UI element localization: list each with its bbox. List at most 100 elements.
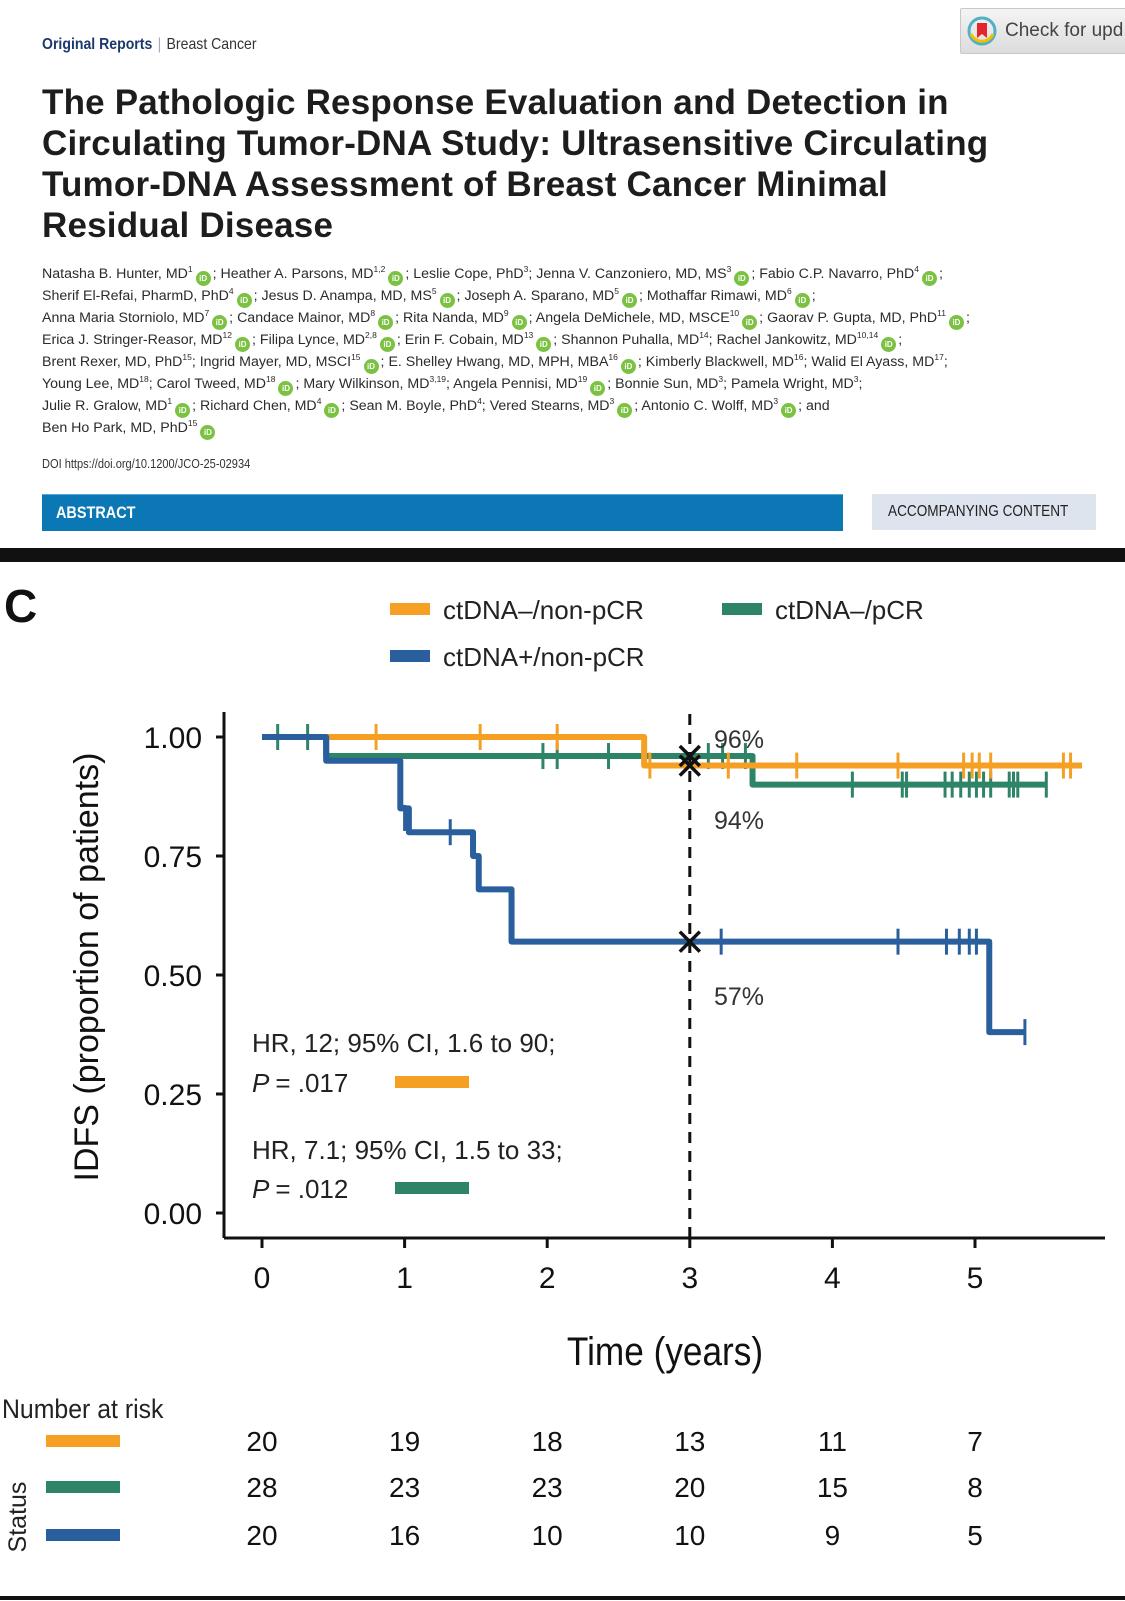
x-tick-label: 3 xyxy=(681,1262,698,1295)
author-name[interactable]: Ingrid Mayer, MD, MSCI xyxy=(199,354,352,370)
author-affiliation: 3 xyxy=(609,396,615,406)
km-curve xyxy=(262,734,1025,1036)
author-name[interactable]: Fabio C.P. Navarro, PhD xyxy=(759,266,915,282)
legend-label-ctdna-neg-pcr: ctDNA–/pCR xyxy=(775,595,924,625)
author-name[interactable]: Sherif El-Refai, PharmD, PhD xyxy=(42,288,229,304)
orcid-icon[interactable]: iD xyxy=(620,359,636,374)
orcid-icon[interactable]: iD xyxy=(175,403,191,418)
author-name[interactable]: Antonio C. Wolff, MD xyxy=(641,398,774,414)
orcid-icon[interactable]: iD xyxy=(235,337,251,352)
author-name[interactable]: Richard Chen, MD xyxy=(199,398,317,414)
y-tick-label: 0.25 xyxy=(144,1079,202,1112)
author-name[interactable]: Heather A. Parsons, MD xyxy=(220,266,374,282)
risk-count: 28 xyxy=(246,1472,277,1503)
author-name[interactable]: Pamela Wright, MD xyxy=(731,376,854,392)
orcid-icon[interactable]: iD xyxy=(948,315,964,330)
x-tick-label: 5 xyxy=(967,1262,984,1295)
author: Rachel Jankowitz, MD10,14iD xyxy=(716,331,899,352)
author-affiliation: 9 xyxy=(503,308,509,318)
author-name[interactable]: Jenna V. Canzoniero, MD, MS xyxy=(536,266,727,282)
author-name[interactable]: Shannon Puhalla, MD xyxy=(561,332,700,348)
orcid-icon[interactable]: iD xyxy=(379,337,395,352)
orcid-icon[interactable]: iD xyxy=(200,425,216,440)
author-name[interactable]: Bonnie Sun, MD xyxy=(615,376,719,392)
check-for-updates-button[interactable]: Check for upd xyxy=(960,8,1125,54)
author-name[interactable]: Carol Tweed, MD xyxy=(156,376,266,392)
risk-count: 20 xyxy=(246,1520,277,1551)
orcid-icon[interactable]: iD xyxy=(388,271,404,286)
orcid-icon[interactable]: iD xyxy=(236,293,252,308)
subcategory-link[interactable]: Breast Cancer xyxy=(166,36,257,53)
author-affiliation: 4 xyxy=(477,396,482,406)
orcid-icon[interactable]: iD xyxy=(794,293,810,308)
author-affiliation: 15 xyxy=(351,352,361,362)
author: Sean M. Boyle, PhD4 xyxy=(349,396,482,414)
orcid-icon[interactable]: iD xyxy=(378,315,394,330)
author: Antonio C. Wolff, MD3iD xyxy=(641,397,798,418)
author-name[interactable]: Angela Pennisi, MD xyxy=(453,376,578,392)
author-affiliation: 3 xyxy=(853,374,859,384)
orcid-icon[interactable]: iD xyxy=(742,315,758,330)
author-name[interactable]: Rita Nanda, MD xyxy=(402,310,504,326)
author-name[interactable]: Vered Stearns, MD xyxy=(489,398,610,414)
author-list: Natasha B. Hunter, MD1iD; Heather A. Par… xyxy=(42,264,1102,440)
km-series-ctdna-non-pcr xyxy=(326,724,1082,779)
author-name[interactable]: Brent Rexer, MD, PhD xyxy=(42,354,183,370)
orcid-icon[interactable]: iD xyxy=(881,337,897,352)
author-name[interactable]: Angela DeMichele, MD, MSCE xyxy=(535,310,730,326)
orcid-icon[interactable]: iD xyxy=(734,271,750,286)
author-name[interactable]: Erin F. Cobain, MD xyxy=(404,332,524,348)
author-name[interactable]: Rachel Jankowitz, MD xyxy=(716,332,857,348)
author-name[interactable]: Erica J. Stringer-Reasor, MD xyxy=(42,332,223,348)
orcid-icon[interactable]: iD xyxy=(781,403,797,418)
author: Walid El Ayass, MD17 xyxy=(811,353,943,370)
p-value: = .017 xyxy=(275,1068,348,1098)
orcid-icon[interactable]: iD xyxy=(590,381,606,396)
author: Erica J. Stringer-Reasor, MD12iD xyxy=(42,331,252,352)
accompanying-content-button[interactable]: ACCOMPANYING CONTENT xyxy=(872,494,1096,530)
author-affiliation: 3,19 xyxy=(429,374,447,384)
author-name[interactable]: Julie R. Gralow, MD xyxy=(42,398,168,414)
author-name[interactable]: Mothaffar Rimawi, MD xyxy=(646,288,787,304)
author-affiliation: 16 xyxy=(608,352,618,362)
orcid-icon[interactable]: iD xyxy=(195,271,211,286)
orcid-icon[interactable]: iD xyxy=(324,403,340,418)
orcid-icon[interactable]: iD xyxy=(536,337,552,352)
author-name[interactable]: Leslie Cope, PhD xyxy=(413,266,524,282)
abstract-tab[interactable]: ABSTRACT xyxy=(42,494,843,531)
orcid-icon[interactable]: iD xyxy=(439,293,455,308)
chart-legend: ctDNA–/non-pCR ctDNA–/pCR ctDNA+/non-pCR xyxy=(390,595,924,672)
risk-count: 8 xyxy=(967,1472,983,1503)
author-name[interactable]: Ben Ho Park, MD, PhD xyxy=(42,420,188,436)
orcid-icon[interactable]: iD xyxy=(212,315,228,330)
author-name[interactable]: Filipa Lynce, MD xyxy=(259,332,366,348)
author-name[interactable]: Kimberly Blackwell, MD xyxy=(645,354,794,370)
author: Leslie Cope, PhD3 xyxy=(413,265,528,282)
author-name[interactable]: Jesus D. Anampa, MD, MS xyxy=(261,288,432,304)
author-name[interactable]: Young Lee, MD xyxy=(42,376,140,392)
orcid-icon[interactable]: iD xyxy=(278,381,294,396)
x-tick-label: 4 xyxy=(824,1262,841,1295)
article-header: Original Reports | Breast Cancer Check for… xyxy=(0,0,1125,548)
author-affiliation: 11 xyxy=(937,308,946,318)
doi-link[interactable]: DOI https://doi.org/10.1200/JCO-25-02934 xyxy=(42,456,251,471)
author-name[interactable]: Mary Wilkinson, MD xyxy=(303,376,430,392)
x-tick-label: 0 xyxy=(254,1262,271,1295)
author-name[interactable]: Candace Mainor, MD xyxy=(237,310,371,326)
author-name[interactable]: E. Shelley Hwang, MD, MPH, MBA xyxy=(388,354,609,370)
orcid-icon[interactable]: iD xyxy=(363,359,379,374)
orcid-icon[interactable]: iD xyxy=(922,271,938,286)
author-name[interactable]: Walid El Ayass, MD xyxy=(811,354,935,370)
hr-annotation-1: HR, 12; 95% CI, 1.6 to 90; P = .017 xyxy=(252,1028,556,1098)
author-name[interactable]: Sean M. Boyle, PhD xyxy=(349,398,478,414)
author-name[interactable]: Natasha B. Hunter, MD xyxy=(42,266,188,282)
author-name[interactable]: Anna Maria Storniolo, MD xyxy=(42,310,205,326)
category-link[interactable]: Original Reports xyxy=(42,36,153,53)
author: Shannon Puhalla, MD14 xyxy=(561,331,709,348)
orcid-icon[interactable]: iD xyxy=(617,403,633,418)
author-name[interactable]: Joseph A. Sparano, MD xyxy=(464,288,615,304)
author: Carol Tweed, MD18iD xyxy=(156,375,296,396)
author-name[interactable]: Gaorav P. Gupta, MD, PhD xyxy=(767,310,938,326)
orcid-icon[interactable]: iD xyxy=(511,315,527,330)
orcid-icon[interactable]: iD xyxy=(622,293,638,308)
